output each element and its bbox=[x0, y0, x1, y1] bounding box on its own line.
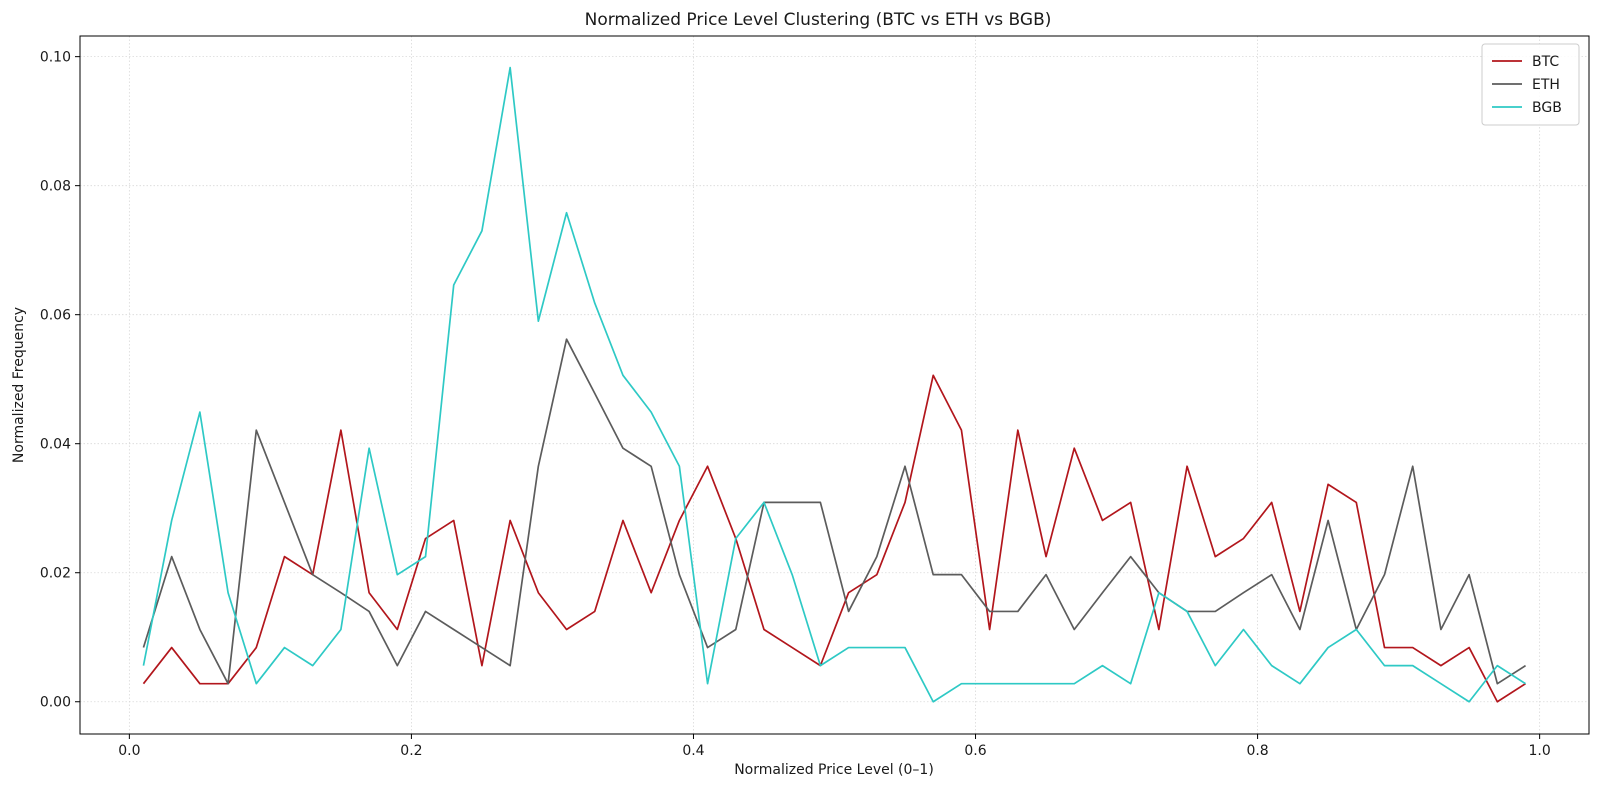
grid-lines bbox=[80, 36, 1589, 734]
x-tick-label: 0.0 bbox=[118, 743, 140, 759]
x-tick-label: 0.8 bbox=[1246, 743, 1268, 759]
x-tick-label: 0.6 bbox=[964, 743, 986, 759]
series-lines bbox=[142, 66, 1526, 703]
y-axis-label: Normalized Frequency bbox=[11, 307, 27, 463]
series-line-btc bbox=[142, 374, 1526, 703]
legend-label-eth: ETH bbox=[1532, 77, 1560, 93]
plot-frame bbox=[79, 35, 1590, 735]
legend-label-btc: BTC bbox=[1532, 54, 1559, 70]
legend-box bbox=[1481, 43, 1580, 126]
x-tick-label: 0.2 bbox=[400, 743, 422, 759]
y-tick-label: 0.08 bbox=[40, 179, 71, 195]
y-axis: 0.00 0.02 0.04 0.06 0.08 0.10 bbox=[40, 50, 80, 711]
series-line-eth bbox=[142, 338, 1526, 685]
x-axis-label: Normalized Price Level (0–1) bbox=[734, 762, 934, 778]
y-tick-label: 0.04 bbox=[40, 437, 71, 453]
legend: BTC ETH BGB bbox=[1481, 43, 1580, 126]
y-tick-label: 0.02 bbox=[40, 566, 71, 582]
x-tick-label: 0.4 bbox=[682, 743, 704, 759]
x-axis: 0.0 0.2 0.4 0.6 0.8 1.0 bbox=[118, 734, 1551, 759]
chart-title: Normalized Price Level Clustering (BTC v… bbox=[585, 10, 1052, 30]
legend-label-bgb: BGB bbox=[1532, 100, 1562, 116]
y-tick-label: 0.06 bbox=[40, 308, 71, 324]
y-tick-label: 0.00 bbox=[40, 695, 71, 711]
x-tick-label: 1.0 bbox=[1529, 743, 1551, 759]
series-line-bgb bbox=[142, 66, 1526, 703]
y-tick-label: 0.10 bbox=[40, 50, 71, 66]
